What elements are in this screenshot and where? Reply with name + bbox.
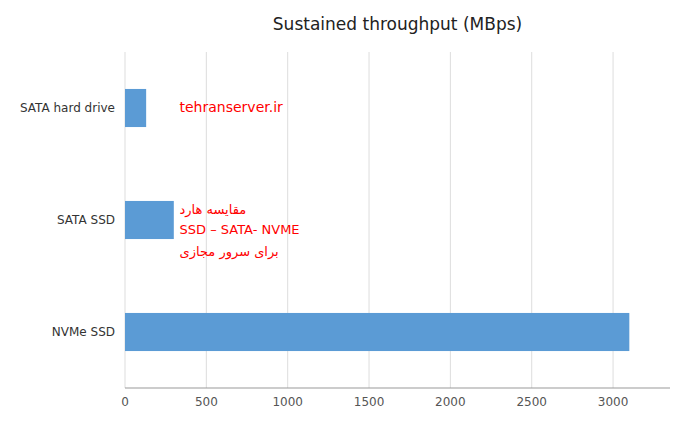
tick-label: 1000 <box>272 395 303 409</box>
x-axis-line <box>125 388 670 389</box>
watermark: tehranserver.ir <box>180 99 284 115</box>
bar <box>125 201 174 239</box>
y-labels: NVMe SSD SATA SSD SATA hard drive <box>20 101 115 339</box>
tick-label: 500 <box>195 395 218 409</box>
bar <box>125 313 629 351</box>
annotation: برای سرور مجازی <box>180 244 279 260</box>
category-label: NVMe SSD <box>52 325 115 339</box>
category-label: SATA SSD <box>57 213 115 227</box>
category-label: SATA hard drive <box>20 101 115 115</box>
bar <box>125 89 146 127</box>
annotation: مقایسه هارد <box>180 202 247 218</box>
title: Sustained throughput (MBps) <box>273 14 522 34</box>
bars <box>125 89 629 351</box>
tick-label: 2500 <box>516 395 547 409</box>
x-ticks: 0 500 1000 1500 2000 2500 3000 <box>121 395 628 409</box>
tick-label: 2000 <box>435 395 466 409</box>
annotation: SSD – SATA- NVME <box>180 222 300 237</box>
tick-label: 1500 <box>354 395 385 409</box>
tick-label: 0 <box>121 395 129 409</box>
tick-label: 3000 <box>598 395 629 409</box>
chart: Sustained throughput (MBps) 0 500 1000 1500 2… <box>0 0 700 430</box>
annotations: tehranserver.ir مقایسه هارد SSD – SATA- NV… <box>180 99 300 260</box>
